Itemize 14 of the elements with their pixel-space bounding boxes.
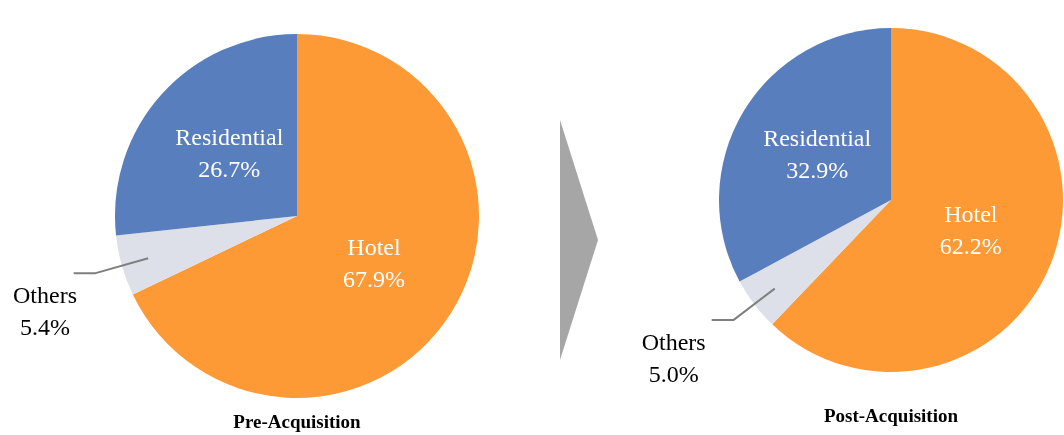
text: Post-Acquisition xyxy=(823,404,959,426)
data-label: 62.2% xyxy=(939,233,1002,260)
slice-label: Others xyxy=(641,329,706,356)
data-label: 5.0% xyxy=(648,361,699,388)
slice-label: Hotel xyxy=(347,233,401,260)
slice-label: Residential xyxy=(763,125,872,152)
data-label: 32.9% xyxy=(786,157,849,184)
data-label: 67.9% xyxy=(342,265,405,292)
slice-label: Others xyxy=(13,282,77,309)
slice-label: Residential xyxy=(175,124,284,151)
data-label: 5.4% xyxy=(20,314,70,341)
data-label: 26.7% xyxy=(198,156,261,183)
slice-label: Hotel xyxy=(944,201,998,228)
text: Pre-Acquisition xyxy=(233,410,362,432)
